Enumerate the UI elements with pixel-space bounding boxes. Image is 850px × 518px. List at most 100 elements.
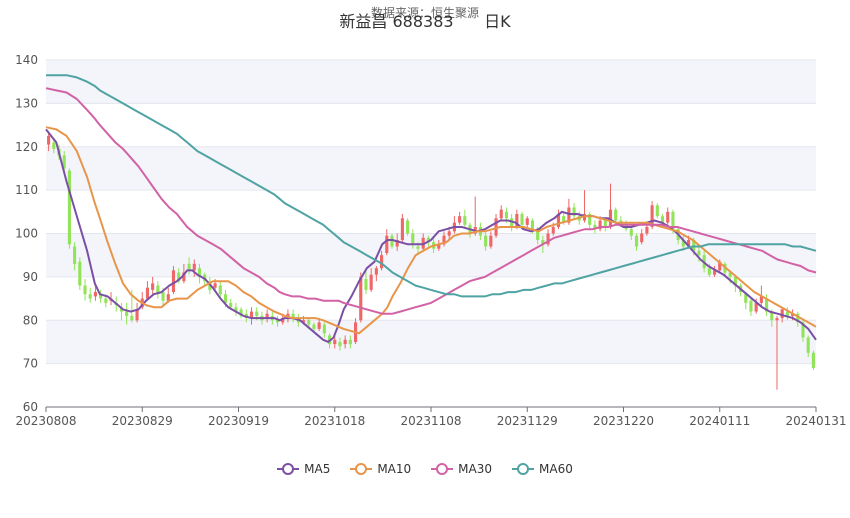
- candle-body: [192, 263, 196, 271]
- candle-body: [765, 298, 769, 312]
- candle-body: [62, 155, 66, 169]
- candle-body: [380, 255, 384, 269]
- candle-body: [588, 213, 592, 225]
- candle-body: [281, 318, 285, 323]
- candle-body: [806, 337, 810, 353]
- legend-ma60-marker: [512, 462, 535, 476]
- y-tick-label: 90: [23, 270, 38, 284]
- candle-body: [775, 318, 779, 321]
- y-tick-label: 60: [23, 400, 38, 414]
- candle-body: [718, 261, 722, 271]
- candle-body: [749, 300, 753, 312]
- ma10-line: [45, 126, 817, 335]
- chart-title: 新益昌 688383 日K: [339, 12, 511, 31]
- candle-body: [78, 261, 82, 286]
- ma30-line: [45, 87, 817, 315]
- candle-body: [338, 341, 342, 347]
- candle-body: [255, 311, 259, 316]
- candle-body: [536, 229, 540, 241]
- x-tick-label: 20230919: [208, 414, 269, 428]
- candle-body: [614, 209, 618, 221]
- candle-body: [629, 229, 633, 236]
- y-tick-label: 70: [23, 357, 38, 371]
- y-tick-label: 130: [15, 96, 38, 110]
- candle-body: [442, 235, 446, 245]
- candle-body: [411, 233, 415, 245]
- candle-body: [364, 279, 368, 290]
- candle-body: [156, 285, 160, 295]
- y-tick-label: 110: [15, 183, 38, 197]
- candle-body: [104, 298, 108, 303]
- y-tick-label: 100: [15, 227, 38, 241]
- candle-body: [645, 226, 649, 234]
- candle-body: [145, 287, 150, 299]
- candle-body: [400, 218, 404, 241]
- candle-body: [520, 213, 524, 225]
- candle-body: [458, 216, 462, 223]
- x-tick-label: 20231018: [304, 414, 365, 428]
- candle-body: [125, 311, 129, 316]
- candle-body: [197, 268, 202, 277]
- candle-body: [93, 292, 97, 297]
- candle-body: [348, 339, 352, 345]
- candle-body: [811, 352, 815, 368]
- candle-body: [551, 226, 555, 234]
- candle-body: [598, 220, 602, 230]
- candle-body: [390, 235, 394, 247]
- candle-body: [47, 135, 51, 145]
- candle-body: [530, 220, 535, 230]
- grid-band: [46, 60, 816, 104]
- candle-body: [171, 270, 176, 293]
- candle-body: [99, 294, 103, 299]
- candle-body: [322, 324, 326, 334]
- candle-body: [567, 207, 571, 223]
- candle-body: [151, 283, 155, 290]
- candle-body: [489, 235, 493, 247]
- candle-body: [671, 211, 675, 230]
- candle-body: [562, 216, 566, 223]
- legend-ma5[interactable]: MA5: [277, 462, 330, 476]
- candle-body: [333, 339, 337, 345]
- candle-body: [416, 246, 420, 249]
- grid-band: [46, 320, 816, 364]
- data-source: 数据来源：恒生聚源: [370, 6, 479, 20]
- legend-ma30[interactable]: MA30: [431, 462, 492, 476]
- candle-body: [463, 216, 467, 225]
- legend-ma10[interactable]: MA10: [350, 462, 411, 476]
- candle-body: [744, 294, 748, 303]
- candle-body: [317, 322, 321, 329]
- candle-body: [229, 302, 233, 308]
- candle-body: [525, 218, 529, 225]
- candle-body: [707, 268, 711, 275]
- candle-body: [515, 213, 519, 227]
- x-tick-label: 20231129: [497, 414, 558, 428]
- candle-body: [572, 207, 576, 217]
- candle-body: [801, 322, 805, 338]
- legend-ma60[interactable]: MA60: [512, 462, 573, 476]
- candle-body: [52, 142, 56, 149]
- candle-body: [447, 231, 451, 236]
- legend-ma5-marker: [277, 462, 300, 476]
- candle-body: [161, 292, 165, 301]
- candle-body: [218, 285, 222, 295]
- candle-body: [655, 205, 659, 217]
- ma5-line: [45, 128, 817, 343]
- candle-body: [395, 240, 399, 247]
- candle-body: [130, 315, 134, 321]
- candle-body: [697, 250, 701, 256]
- legend-ma10-marker: [350, 462, 373, 476]
- candle-body: [343, 339, 347, 345]
- candle-body: [73, 246, 77, 264]
- chart-legend: MA5 MA10 MA30 MA60: [0, 462, 850, 476]
- y-tick-label: 80: [23, 313, 38, 327]
- candle-body: [556, 213, 561, 227]
- candle-body: [275, 320, 280, 323]
- candle-body: [213, 283, 217, 288]
- candle-body: [437, 244, 441, 249]
- candle-body: [692, 240, 696, 251]
- candle-body: [640, 233, 644, 243]
- x-tick-label: 20230808: [15, 414, 76, 428]
- candle-body: [494, 218, 498, 236]
- candle-body: [385, 235, 389, 254]
